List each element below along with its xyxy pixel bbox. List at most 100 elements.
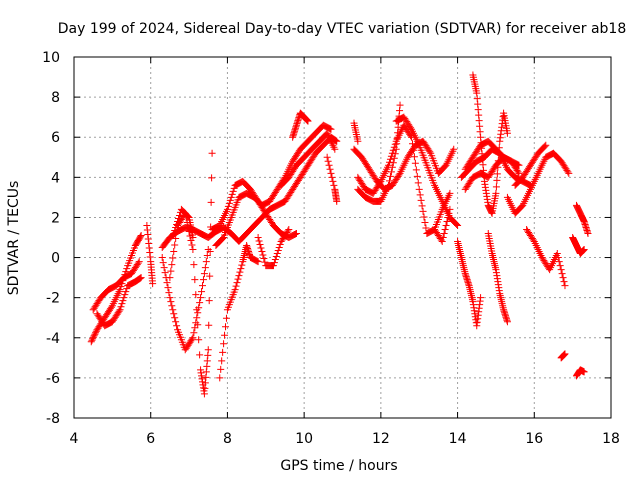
data-point bbox=[203, 252, 211, 260]
data-point bbox=[87, 338, 95, 346]
data-point bbox=[169, 306, 177, 314]
plot-frame bbox=[73, 56, 612, 419]
data-point bbox=[420, 213, 428, 221]
data-point bbox=[225, 199, 233, 207]
data-point bbox=[329, 177, 337, 185]
data-point bbox=[440, 229, 448, 237]
x-tick-label: 18 bbox=[602, 431, 620, 447]
series-s33 bbox=[557, 350, 569, 362]
data-point bbox=[171, 226, 179, 234]
data-point bbox=[208, 174, 216, 182]
data-point bbox=[194, 321, 202, 329]
data-point bbox=[386, 172, 394, 180]
data-point bbox=[553, 250, 561, 258]
data-point bbox=[333, 197, 341, 205]
data-point bbox=[561, 350, 569, 358]
data-point bbox=[92, 327, 100, 335]
data-point bbox=[160, 264, 168, 272]
data-point bbox=[443, 217, 451, 225]
data-point bbox=[492, 183, 500, 191]
data-point bbox=[389, 146, 397, 154]
data-point bbox=[388, 163, 396, 171]
y-tick-label: 2 bbox=[51, 210, 60, 226]
data-point bbox=[389, 159, 397, 167]
data-point bbox=[91, 330, 99, 338]
data-point bbox=[388, 149, 396, 157]
series-s26 bbox=[454, 238, 485, 330]
data-point bbox=[557, 266, 565, 274]
y-tick-label: -8 bbox=[46, 411, 60, 427]
data-point bbox=[453, 220, 461, 228]
data-point bbox=[184, 212, 192, 220]
data-point bbox=[503, 318, 511, 326]
data-point bbox=[234, 275, 242, 283]
data-point bbox=[227, 193, 235, 201]
data-point bbox=[385, 158, 393, 166]
x-axis-label: GPS time / hours bbox=[280, 458, 397, 474]
data-point bbox=[254, 234, 262, 241]
data-point bbox=[259, 251, 267, 259]
series-s14 bbox=[277, 129, 339, 189]
data-point bbox=[445, 209, 453, 217]
data-point bbox=[556, 262, 564, 270]
data-point bbox=[421, 218, 429, 226]
x-tick-label: 14 bbox=[449, 431, 467, 447]
chart-title: Day 199 of 2024, Sidereal Day-to-day VTE… bbox=[58, 21, 627, 37]
y-tick-label: -4 bbox=[46, 331, 60, 347]
series-s29 bbox=[511, 141, 550, 189]
data-point bbox=[216, 374, 224, 382]
data-point bbox=[195, 336, 203, 344]
data-point bbox=[354, 137, 362, 145]
data-point bbox=[193, 314, 201, 322]
data-point bbox=[89, 333, 97, 341]
data-point bbox=[158, 254, 166, 262]
data-point bbox=[173, 220, 181, 228]
x-tick-label: 8 bbox=[223, 431, 232, 447]
data-point bbox=[415, 185, 423, 193]
x-tick-label: 16 bbox=[525, 431, 543, 447]
data-point bbox=[274, 247, 282, 255]
y-tick-label: -2 bbox=[46, 291, 60, 307]
data-point bbox=[418, 202, 426, 210]
data-point bbox=[221, 331, 229, 339]
data-point bbox=[92, 329, 100, 337]
data-point bbox=[391, 150, 399, 158]
data-point bbox=[515, 169, 523, 177]
data-point bbox=[256, 241, 264, 249]
data-point bbox=[330, 181, 338, 189]
y-tick-label: 0 bbox=[51, 251, 60, 267]
series-s3 bbox=[93, 274, 145, 330]
data-point bbox=[188, 241, 196, 249]
data-point bbox=[198, 288, 206, 296]
series-s20 bbox=[392, 113, 462, 229]
data-point bbox=[561, 282, 569, 290]
x-tick-label: 12 bbox=[372, 431, 390, 447]
data-point bbox=[230, 184, 238, 192]
data-point bbox=[198, 282, 206, 290]
data-point bbox=[115, 307, 123, 315]
data-point bbox=[137, 274, 145, 282]
data-point bbox=[564, 168, 572, 176]
x-tick-label: 6 bbox=[146, 431, 155, 447]
data-point bbox=[493, 176, 501, 184]
data-point bbox=[580, 368, 588, 376]
data-point bbox=[134, 259, 142, 267]
data-point bbox=[446, 205, 454, 213]
series-s17 bbox=[354, 121, 454, 237]
data-point bbox=[304, 117, 312, 125]
data-point bbox=[229, 187, 237, 195]
data-point bbox=[172, 318, 180, 326]
data-point bbox=[555, 258, 563, 266]
data-point bbox=[107, 303, 115, 311]
data-point bbox=[580, 246, 588, 254]
data-point bbox=[118, 300, 126, 308]
data-point bbox=[136, 233, 144, 241]
series-s28 bbox=[503, 149, 573, 217]
series-s34 bbox=[572, 366, 588, 380]
data-point bbox=[116, 306, 124, 314]
data-point bbox=[325, 161, 333, 169]
axis-ticks: 4 6 8 10 12 14 16 18 -8 -6 -4 -2 0 2 4 6 8 10 bbox=[42, 50, 620, 447]
data-point bbox=[417, 196, 425, 204]
series-s30 bbox=[523, 225, 569, 290]
